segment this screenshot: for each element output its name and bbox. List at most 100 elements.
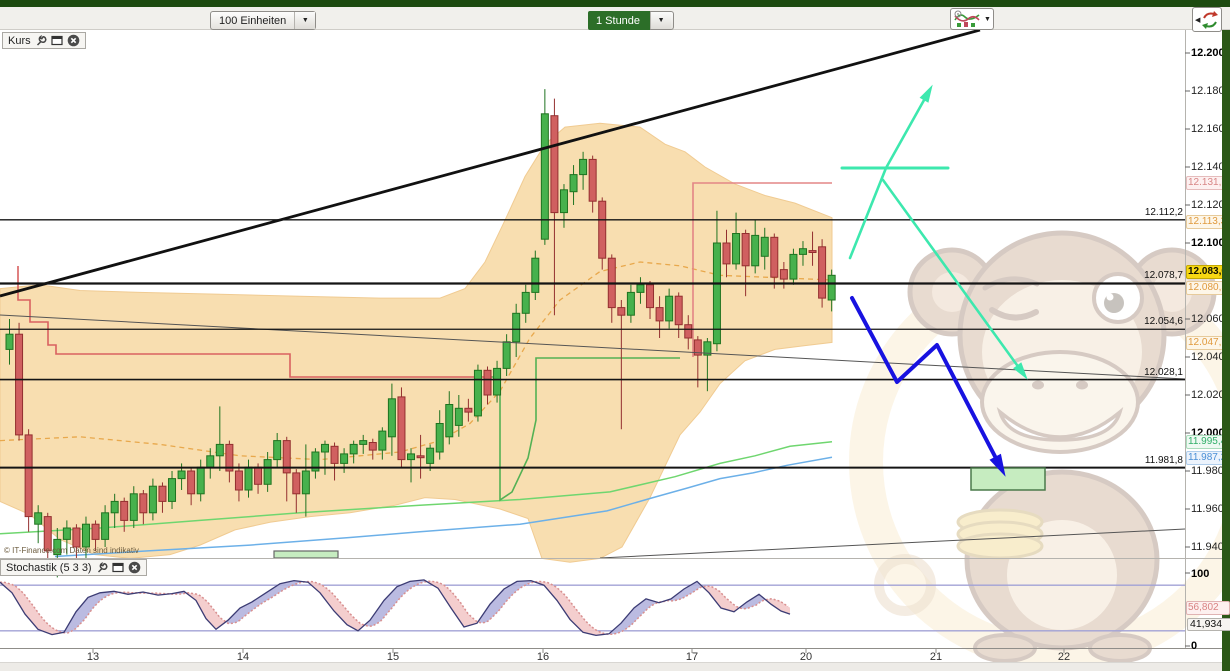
candle: [540, 113, 549, 240]
candle: [445, 404, 454, 438]
candle: [110, 500, 119, 514]
band-midline: [0, 261, 833, 461]
top-window-strip: [0, 0, 1230, 7]
ma-blue-line: [54, 456, 833, 558]
candle: [244, 466, 253, 491]
window-icon[interactable]: [111, 562, 124, 573]
chevron-down-icon[interactable]: ▼: [984, 15, 991, 23]
candle: [91, 523, 100, 540]
target-zone-box[interactable]: [970, 467, 1046, 491]
red-green-arrows-icon: [1202, 10, 1219, 29]
close-icon[interactable]: [128, 561, 141, 574]
chart-style-icon: [953, 10, 981, 28]
candle: [751, 234, 760, 267]
candle: [579, 158, 588, 176]
window-edge-strip: [1222, 0, 1230, 671]
teal-up-scenario-arrow-head[interactable]: [919, 84, 933, 103]
candle: [311, 451, 320, 472]
candle: [282, 440, 291, 474]
window-icon[interactable]: [51, 35, 63, 46]
chevron-down-icon[interactable]: ▼: [650, 12, 672, 29]
units-dropdown[interactable]: 100 Einheiten ▼: [210, 11, 317, 30]
candle: [5, 333, 14, 350]
compare-refresh-button[interactable]: ◀: [1192, 7, 1223, 32]
blue-forecast-arrow-head[interactable]: [989, 453, 1006, 477]
candle: [598, 200, 607, 259]
candle: [368, 442, 377, 451]
stop-line-red-left: [17, 266, 492, 378]
candle: [732, 233, 741, 265]
candle: [483, 369, 492, 396]
candle: [43, 516, 52, 552]
candle: [148, 485, 157, 514]
candle: [559, 189, 568, 214]
candle: [139, 493, 148, 514]
candles-layer: [5, 89, 836, 578]
candle: [722, 242, 731, 265]
trendline-ascending-major[interactable]: [0, 28, 981, 298]
candle: [349, 443, 358, 455]
stochastic-panel-tab-label: Stochastik (5 3 3): [6, 561, 92, 574]
candle: [263, 459, 272, 485]
candle: [53, 538, 62, 556]
candle: [101, 512, 110, 540]
candle: [34, 512, 43, 525]
stoch-k-value-tag: 41,934: [1187, 618, 1230, 631]
candle: [626, 291, 635, 316]
stoch-scale-bottom: 0: [1191, 640, 1198, 652]
candle: [646, 284, 655, 309]
candle: [234, 470, 243, 491]
candle: [636, 284, 645, 293]
candle: [655, 307, 664, 322]
candle: [550, 115, 559, 214]
teal-up-scenario-arrow[interactable]: [848, 91, 930, 260]
candle: [779, 269, 788, 280]
teal-down-scenario-arrow[interactable]: [881, 178, 1024, 374]
blue-forecast-arrow[interactable]: [850, 296, 1002, 468]
monkey-watermark: [849, 230, 1230, 671]
teal-down-scenario-arrow-head[interactable]: [1013, 362, 1028, 380]
trendline-ascending-minor[interactable]: [599, 528, 1186, 559]
chevron-down-icon[interactable]: ▼: [294, 12, 316, 29]
stoch-d-line: [0, 580, 789, 636]
candle: [760, 236, 769, 257]
candle: [808, 250, 817, 254]
stochastic-panel-tab[interactable]: Stochastik (5 3 3): [0, 559, 147, 576]
candle: [531, 257, 540, 293]
candle: [473, 369, 482, 417]
candle: [703, 341, 712, 356]
candle: [665, 295, 674, 322]
candle: [435, 423, 444, 453]
wrench-icon[interactable]: [35, 34, 47, 47]
candle: [81, 523, 90, 548]
candle: [588, 158, 597, 202]
candle: [378, 430, 387, 451]
ma-green-line: [0, 440, 833, 535]
candle: [674, 295, 683, 326]
stop-line-green: [492, 357, 680, 502]
stoch-scale-top: 100: [1191, 568, 1210, 580]
candle: [254, 466, 263, 485]
candle: [798, 248, 807, 255]
candle: [818, 246, 827, 299]
chart-style-button[interactable]: ▼: [950, 8, 994, 30]
candle: [493, 367, 502, 396]
bollinger-band: [0, 122, 833, 563]
candle: [158, 485, 167, 502]
close-icon[interactable]: [67, 34, 80, 47]
support-box[interactable]: [273, 550, 339, 559]
bottom-strip: [0, 662, 1222, 671]
trendline-descending-minor[interactable]: [0, 314, 1186, 380]
candle: [177, 470, 186, 480]
timeframe-dropdown[interactable]: 1 Stunde ▼: [588, 11, 674, 30]
candle: [416, 455, 425, 459]
candle: [301, 470, 310, 495]
main-toolbar: 100 Einheiten ▼ 1 Stunde ▼ ▼ ◀: [0, 7, 1230, 32]
price-panel-tab[interactable]: Kurs: [2, 32, 86, 49]
wrench-icon[interactable]: [96, 561, 108, 574]
candle: [72, 527, 81, 548]
candle: [206, 455, 215, 468]
candle: [569, 174, 578, 193]
candle: [196, 466, 205, 495]
